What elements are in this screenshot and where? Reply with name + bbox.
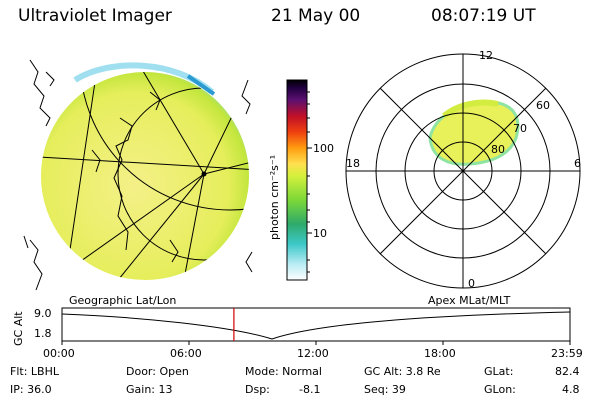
geographic-caption: Geographic Lat/Lon: [69, 294, 177, 307]
door-status: Door: Open: [126, 365, 189, 378]
polar-label-12: 12: [479, 49, 493, 62]
orbit-xtick-1800: 18:00: [424, 347, 456, 360]
colorbar-unit-label: photon cm⁻²s⁻¹: [268, 155, 281, 240]
glat-label: GLat:: [484, 365, 514, 378]
orbit-panel: GC Alt: [12, 307, 571, 346]
lat-lon-grid: [41, 72, 249, 280]
glat-value: 82.4: [555, 365, 580, 378]
orbit-frame: [61, 307, 571, 342]
polar-lat-label-60: 60: [536, 99, 550, 112]
orbit-ylabel: GC Alt: [12, 311, 25, 346]
orbit-ytick-bottom: 1.8: [34, 327, 52, 340]
orbit-xtick-0000: 00:00: [43, 347, 75, 360]
polar-label-6: 6: [574, 157, 581, 170]
polar-diagonal-b: [379, 87, 547, 255]
time-label: 08:07:19 UT: [431, 6, 536, 26]
polar-label-0: 0: [468, 277, 475, 290]
coastlines: [23, 59, 253, 291]
ip-status: IP: 36.0: [10, 383, 52, 396]
colorbar-minor-ticks: [307, 91, 310, 273]
orbit-xtick-0600: 06:00: [170, 347, 202, 360]
gc-alt-status: GC Alt: 3.8 Re: [364, 365, 441, 378]
orbit-x-ticks: [61, 341, 571, 345]
colorbar-strip: [286, 79, 308, 281]
polar-plot: 12 18 6 0 60 70 80: [345, 49, 581, 290]
colorbar: 100 10 photon cm⁻²s⁻¹: [268, 79, 334, 281]
orbit-xtick-1200: 12:00: [297, 347, 329, 360]
glon-value: 4.8: [562, 383, 580, 396]
polar-lat-label-70: 70: [513, 122, 527, 135]
filter-status: Flt: LBHL: [10, 365, 59, 378]
orbit-altitude-curve: [61, 311, 571, 340]
pole-marker: [201, 171, 207, 177]
earth-disk: [41, 72, 249, 280]
instrument-title: Ultraviolet Imager: [18, 6, 172, 26]
apex-caption: Apex MLat/MLT: [428, 294, 511, 307]
colorbar-tick-label-10: 10: [313, 227, 327, 240]
mode-status: Mode: Normal: [245, 365, 322, 378]
gain-status: Gain: 13: [126, 383, 173, 396]
polar-label-18: 18: [346, 157, 360, 170]
orbit-xtick-2359: 23:59: [551, 347, 583, 360]
dsp-value: -8.1: [299, 383, 321, 396]
auroral-oval-edge: [442, 99, 499, 119]
date-label: 21 May 00: [271, 6, 361, 26]
polar-lat-label-80: 80: [491, 143, 505, 156]
earth-image-panel: [23, 59, 253, 291]
glon-label: GLon:: [484, 383, 516, 396]
colorbar-tick-label-100: 100: [313, 142, 334, 155]
orbit-ytick-top: 9.0: [34, 307, 52, 320]
seq-status: Seq: 39: [364, 383, 406, 396]
limb-glow-bright: [186, 74, 216, 96]
dsp-label: Dsp:: [245, 383, 270, 396]
